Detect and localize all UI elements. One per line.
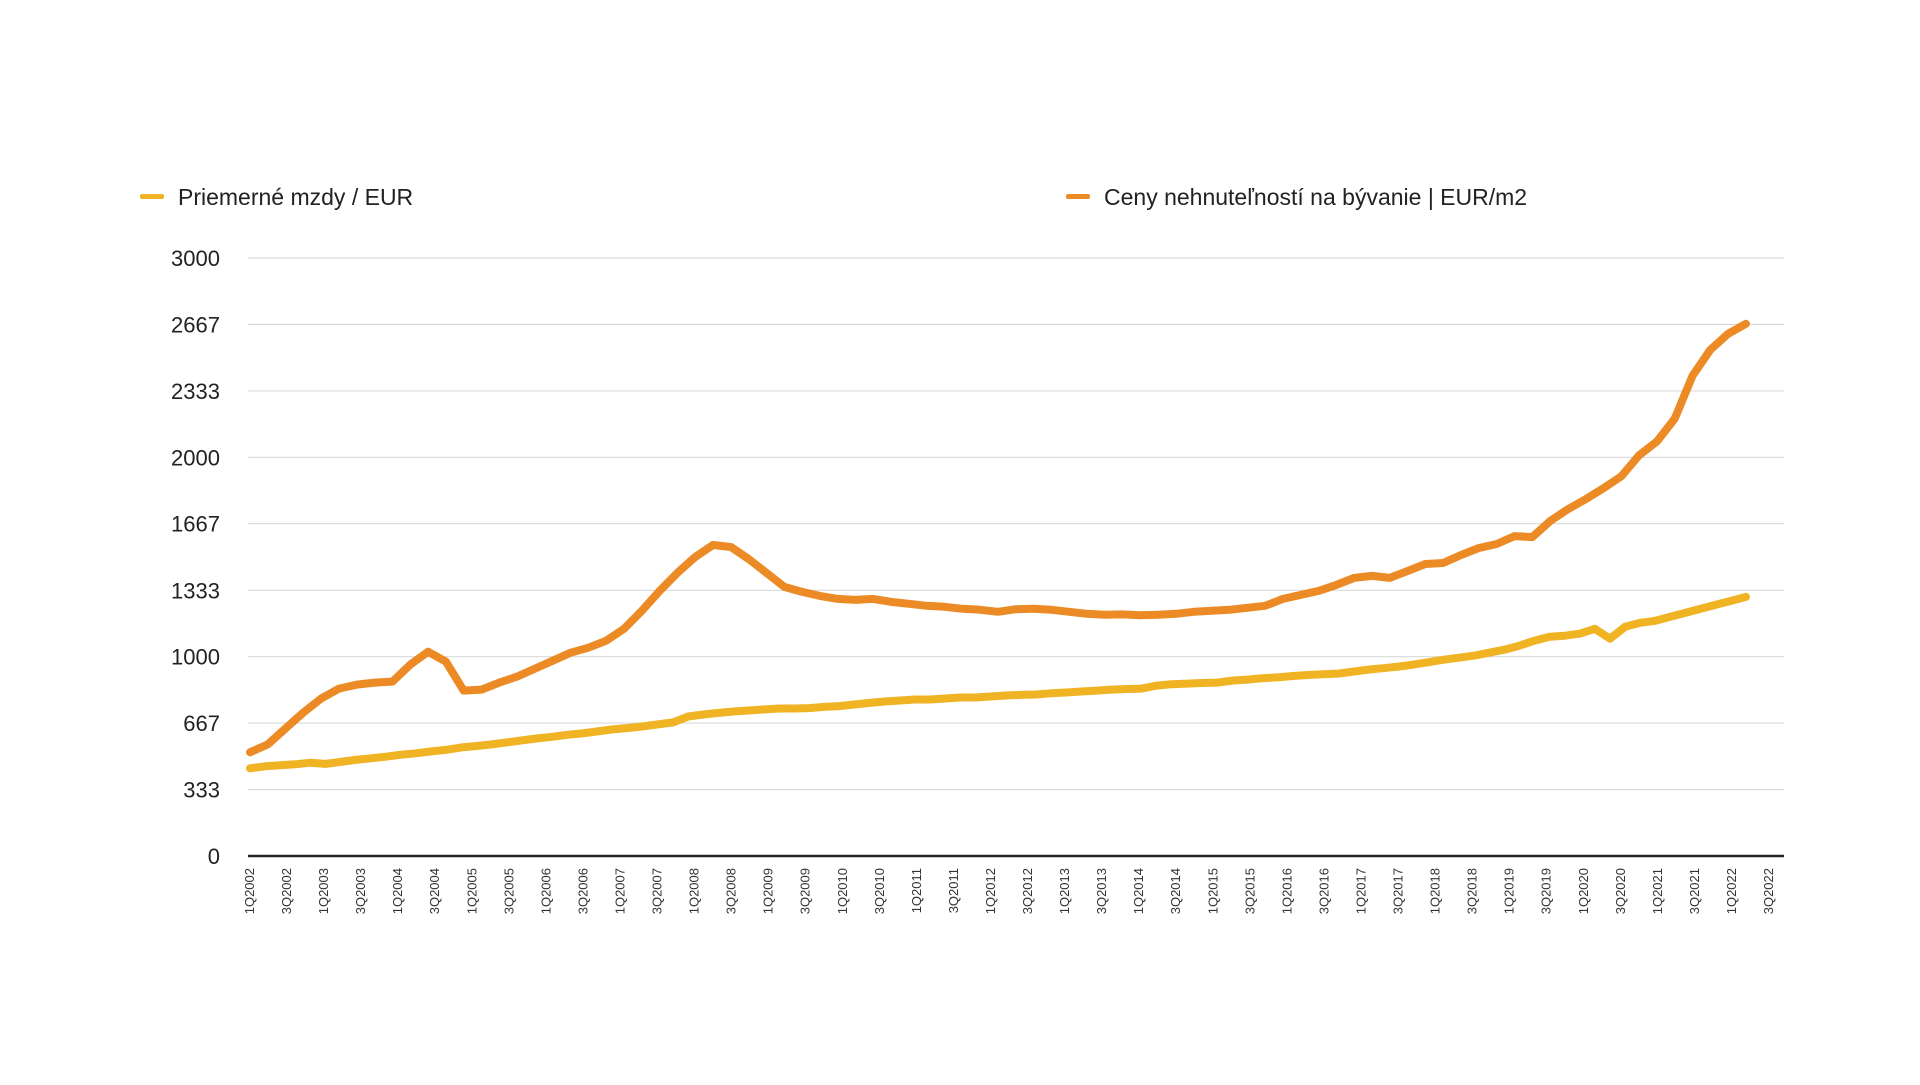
x-tick-label: 1Q2022 [1724,868,1739,914]
legend-item-property-prices: Ceny nehnuteľností na bývanie | EUR/m2 [1066,184,1527,210]
x-tick-label: 1Q2012 [983,868,998,914]
y-tick-label: 667 [183,711,220,736]
legend-swatch-property-prices [1066,194,1090,199]
x-tick-label: 3Q2022 [1761,868,1776,914]
series-layer [246,319,1750,773]
y-tick-label: 3000 [171,246,220,271]
x-tick-label: 3Q2005 [501,868,516,914]
x-tick-label: 3Q2002 [279,868,294,914]
y-tick-label: 0 [208,844,220,869]
y-tick-label: 2000 [171,445,220,470]
x-tick-label: 1Q2006 [538,868,553,914]
x-tick-label: 1Q2010 [835,868,850,914]
legend-label-wages: Priemerné mzdy / EUR [178,184,413,210]
legend: Priemerné mzdy / EUR Ceny nehnuteľností … [140,184,1527,210]
series-line-wages [246,592,1750,773]
x-tick-label: 1Q2007 [612,868,627,914]
y-tick-label: 1000 [171,645,220,670]
x-tick-label: 3Q2018 [1465,868,1480,914]
x-tick-label: 1Q2018 [1428,868,1443,914]
x-tick-label: 3Q2015 [1242,868,1257,914]
x-tick-label: 3Q2013 [1094,868,1109,914]
x-tick-label: 3Q2004 [427,868,442,914]
legend-label-property-prices: Ceny nehnuteľností na bývanie | EUR/m2 [1104,184,1527,210]
x-tick-label: 1Q2011 [909,868,924,913]
x-tick-label: 3Q2009 [798,868,813,914]
x-tick-label: 1Q2021 [1650,868,1665,914]
legend-swatch-wages [140,194,164,199]
series-line-property-prices [246,319,1750,757]
x-tick-label: 3Q2020 [1613,868,1628,914]
x-tick-label: 3Q2007 [650,868,665,914]
x-tick-label: 3Q2011 [946,868,961,913]
x-tick-label: 1Q2014 [1131,868,1146,914]
x-tick-label: 3Q2006 [575,868,590,914]
x-tick-label: 3Q2010 [872,868,887,914]
x-tick-label: 3Q2014 [1168,868,1183,914]
x-tick-label: 1Q2004 [390,868,405,914]
y-tick-label: 333 [183,778,220,803]
x-tick-label: 1Q2003 [316,868,331,914]
x-tick-label: 3Q2017 [1391,868,1406,914]
x-tick-label: 3Q2008 [724,868,739,914]
x-tick-label: 3Q2019 [1539,868,1554,914]
x-tick-label: 3Q2003 [353,868,368,914]
x-tick-label: 3Q2016 [1316,868,1331,914]
legend-item-wages: Priemerné mzdy / EUR [140,184,413,210]
x-axis-ticks: 1Q2002 3Q2002 1Q2003 3Q2003 1Q2004 3Q2004 1Q20… [242,868,1776,914]
y-tick-label: 1333 [171,578,220,603]
y-axis-ticks: 0 333 667 1000 1333 1667 2000 2333 2667 3000 [171,246,220,869]
x-tick-label: 1Q2008 [687,868,702,914]
x-tick-label: 1Q2009 [761,868,776,914]
x-tick-label: 1Q2017 [1353,868,1368,914]
y-tick-label: 1667 [171,512,220,537]
x-tick-label: 1Q2020 [1576,868,1591,914]
y-tick-label: 2333 [171,379,220,404]
y-tick-label: 2667 [171,312,220,337]
x-tick-label: 1Q2002 [242,868,257,914]
x-tick-label: 1Q2019 [1502,868,1517,914]
x-tick-label: 1Q2016 [1279,868,1294,914]
x-tick-label: 3Q2012 [1020,868,1035,914]
x-tick-label: 1Q2005 [464,868,479,914]
x-tick-label: 1Q2015 [1205,868,1220,914]
x-tick-label: 1Q2013 [1057,868,1072,914]
x-tick-label: 3Q2021 [1687,868,1702,914]
grid-layer [248,257,1784,791]
